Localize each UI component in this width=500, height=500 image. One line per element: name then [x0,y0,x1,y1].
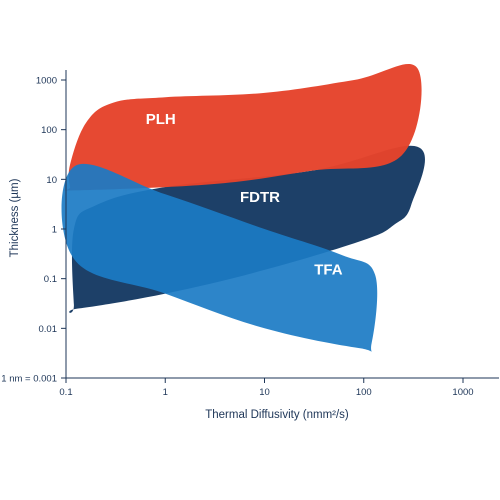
tick-layer: 0.1 1 10 100 1000 1 nm = 0.001 0.01 0.1 1 10 100 10… [1,76,473,399]
y-axis-title: Thickness (µm) [9,178,21,257]
x-tick-label: 1 [163,387,168,398]
x-tick-label: 100 [356,387,372,398]
region-layer [61,63,425,352]
region-label-fdtr: FDTR [240,189,280,206]
x-axis-title: Thermal Diffusivity (nmm²/s) [205,409,349,421]
region-label-layer: FDTR PLH TFA [146,111,343,279]
x-tick-label: 0.1 [59,387,72,398]
x-tick-label: 1000 [452,387,473,398]
y-tick-label: 1 nm = 0.001 [1,374,57,385]
y-tick-label: 1 [52,225,57,236]
y-tick-label: 100 [41,125,57,136]
y-tick-label: 10 [46,175,57,186]
axes-layer [65,70,499,379]
x-tick-label: 10 [259,387,270,398]
region-plh [61,63,422,191]
region-label-tfa: TFA [314,262,342,279]
y-tick-label: 1000 [36,76,57,87]
y-tick-label: 0.1 [44,274,57,285]
y-tick-label: 0.01 [39,324,58,335]
region-label-plh: PLH [146,111,176,128]
region-tfa [61,163,378,352]
